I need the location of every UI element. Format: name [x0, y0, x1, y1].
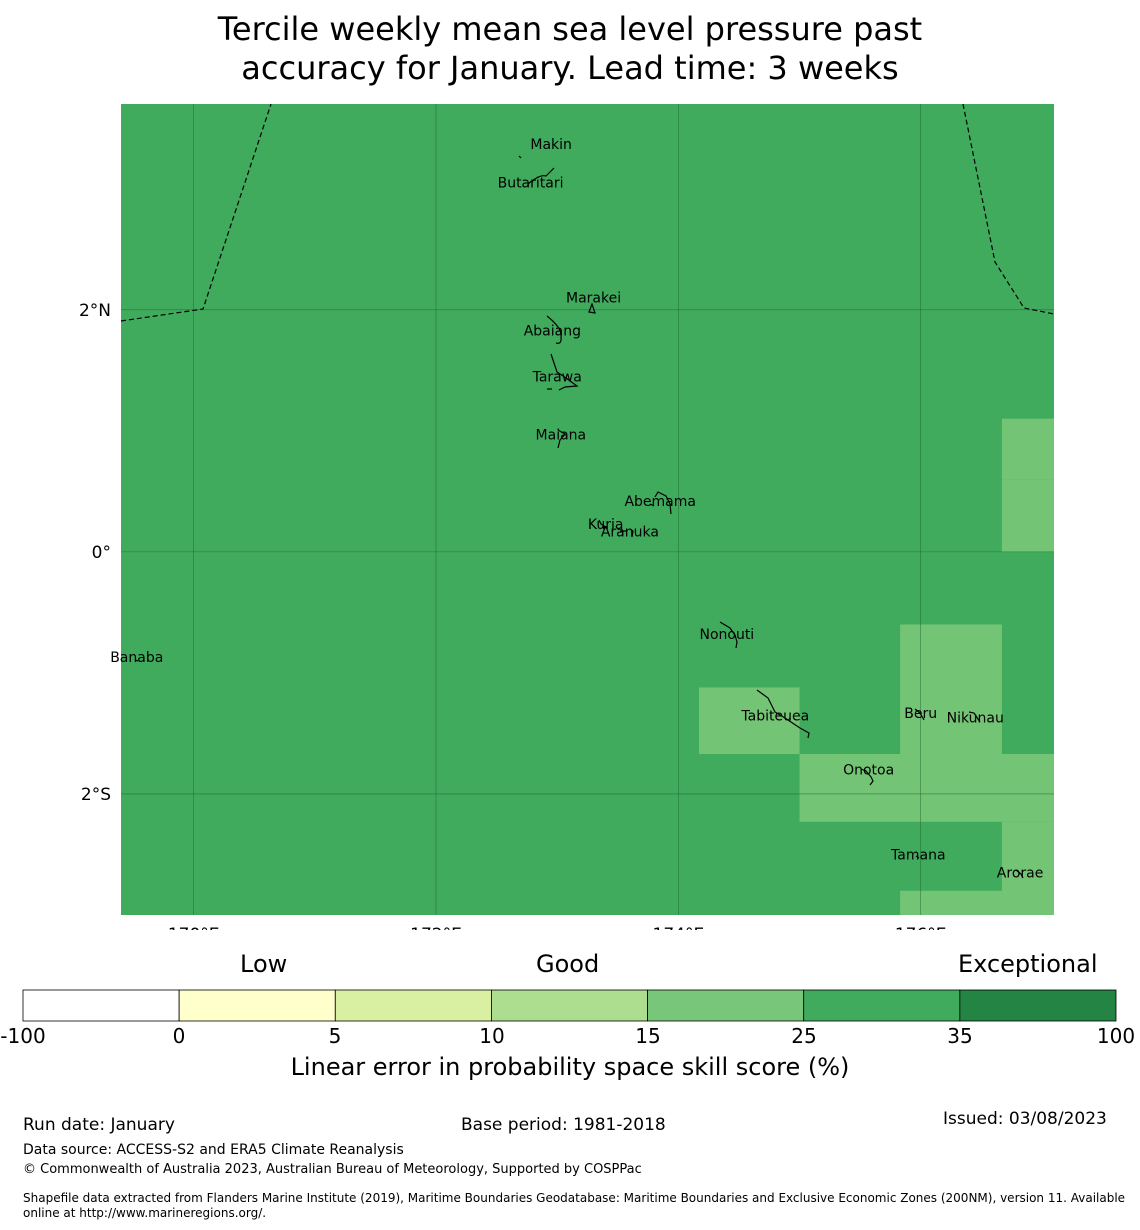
lat-tick-label: 0°: [92, 543, 111, 563]
colorbar-tick: 5: [328, 1024, 342, 1048]
map-area: Makin Butaritari Marakei Abaiang Tarawa Maian…: [110, 103, 1055, 915]
island-label: Butaritari: [498, 176, 564, 192]
makin-outline: [518, 155, 522, 159]
skill-cells: [698, 418, 1054, 915]
copyright: © Commonwealth of Australia 2023, Austra…: [23, 1162, 642, 1177]
aranuka-outline: [620, 528, 634, 538]
map-title: Tercile weekly mean sea level pressure p…: [0, 10, 1140, 88]
colorbar-label: Linear error in probability space skill …: [290, 1053, 850, 1081]
onotoa-outline: [860, 768, 874, 786]
island-label: Abemama: [624, 494, 696, 510]
island-label: Kuria: [588, 517, 624, 533]
marakei-outline: [588, 302, 596, 314]
eez-boundary-east: [962, 103, 1055, 315]
graticule: [121, 104, 1054, 915]
island-label: Beru: [904, 706, 937, 722]
colorbar-tick: -100: [0, 1024, 46, 1048]
colorbar-segment: [491, 989, 648, 1022]
colorbar-tick: 0: [172, 1024, 186, 1048]
island-label: Nikunau: [947, 711, 1004, 727]
island-label: Makin: [530, 137, 572, 153]
colorbar-tick: 15: [635, 1024, 661, 1048]
island-label: Tamana: [890, 847, 945, 863]
title-line-2: accuracy for January. Lead time: 3 weeks: [241, 49, 899, 87]
island-labels: Makin Butaritari Marakei Abaiang Tarawa Maian…: [110, 137, 1043, 882]
island-label: Tarawa: [532, 369, 582, 385]
colorbar-tick: 35: [947, 1024, 973, 1048]
colorbar-segment: [22, 989, 180, 1022]
kuria-outline: [598, 519, 608, 529]
butaritari-outline: [527, 167, 555, 185]
island-label: Banaba: [110, 650, 163, 666]
island-label: Nonouti: [699, 627, 754, 643]
colorbar-segment: [334, 989, 492, 1022]
lon-tick-label: 176°E: [895, 925, 947, 930]
colorbar-tick: 10: [479, 1024, 505, 1048]
lat-tick-label: 2°S: [81, 785, 111, 805]
colorbar-tick: 25: [791, 1024, 817, 1048]
banaba-outline: [134, 659, 139, 662]
skill-cell: [1001, 479, 1054, 552]
title-line-1: Tercile weekly mean sea level pressure p…: [217, 10, 923, 48]
island-label: Abaiang: [524, 323, 581, 339]
island-outlines: [134, 155, 1024, 879]
island-label: Tabiteuea: [740, 708, 809, 724]
skill-cell: [900, 890, 1002, 915]
skill-cell: [1001, 418, 1054, 480]
colorbar-segment: [959, 989, 1117, 1022]
category-exceptional: Exceptional: [958, 950, 1098, 978]
island-label: Aranuka: [601, 524, 659, 540]
run-date: Run date: January: [23, 1115, 175, 1135]
beru-outline: [914, 708, 925, 721]
shapefile-credit-line-2: online at http://www.marineregions.org/.: [23, 1206, 267, 1220]
axis-labels: 170°E 172°E 174°E 176°E 2°N 0° 2°S: [79, 301, 947, 930]
issued-date: Issued: 03/08/2023: [943, 1109, 1107, 1129]
island-label: Maiana: [536, 427, 587, 443]
shapefile-credit-line-1: Shapefile data extracted from Flanders M…: [23, 1191, 1126, 1205]
abemama-islet: [649, 503, 655, 507]
map-figure: Makin Butaritari Marakei Abaiang Tarawa Maian…: [79, 103, 1055, 930]
tarawa-outline: [550, 353, 579, 391]
colorbar-segment: [803, 989, 961, 1022]
colorbar: [22, 989, 1117, 1022]
skill-cell: [698, 687, 800, 755]
lon-tick-label: 174°E: [653, 925, 705, 930]
island-label: Marakei: [566, 291, 621, 307]
skill-cell: [900, 624, 1002, 758]
skill-cell: [799, 754, 1002, 822]
tamana-outline: [915, 855, 920, 859]
colorbar-segment: [178, 989, 336, 1022]
lon-tick-label: 170°E: [168, 925, 220, 930]
lon-tick-label: 172°E: [410, 925, 462, 930]
category-good: Good: [536, 950, 600, 978]
data-source: Data source: ACCESS-S2 and ERA5 Climate …: [23, 1142, 404, 1158]
skill-cell: [1001, 754, 1054, 822]
category-low: Low: [240, 950, 288, 978]
island-label: Onotoa: [843, 763, 894, 779]
colorbar-tick: 100: [1096, 1024, 1136, 1048]
colorbar-segment: [647, 989, 805, 1022]
nikunau-outline: [968, 711, 981, 723]
abaiang-outline: [546, 315, 562, 344]
base-period: Base period: 1981-2018: [461, 1115, 666, 1135]
island-label: Arorae: [997, 866, 1044, 882]
arorae-outline: [1015, 869, 1024, 879]
skill-cell: [1001, 821, 1054, 915]
tabiteuea-outline: [756, 689, 810, 739]
maiana-outline: [557, 429, 566, 449]
abemama-outline: [654, 491, 672, 515]
eez-boundary-west: [120, 103, 272, 322]
lat-tick-label: 2°N: [79, 301, 111, 321]
nonouti-outline: [719, 621, 738, 649]
